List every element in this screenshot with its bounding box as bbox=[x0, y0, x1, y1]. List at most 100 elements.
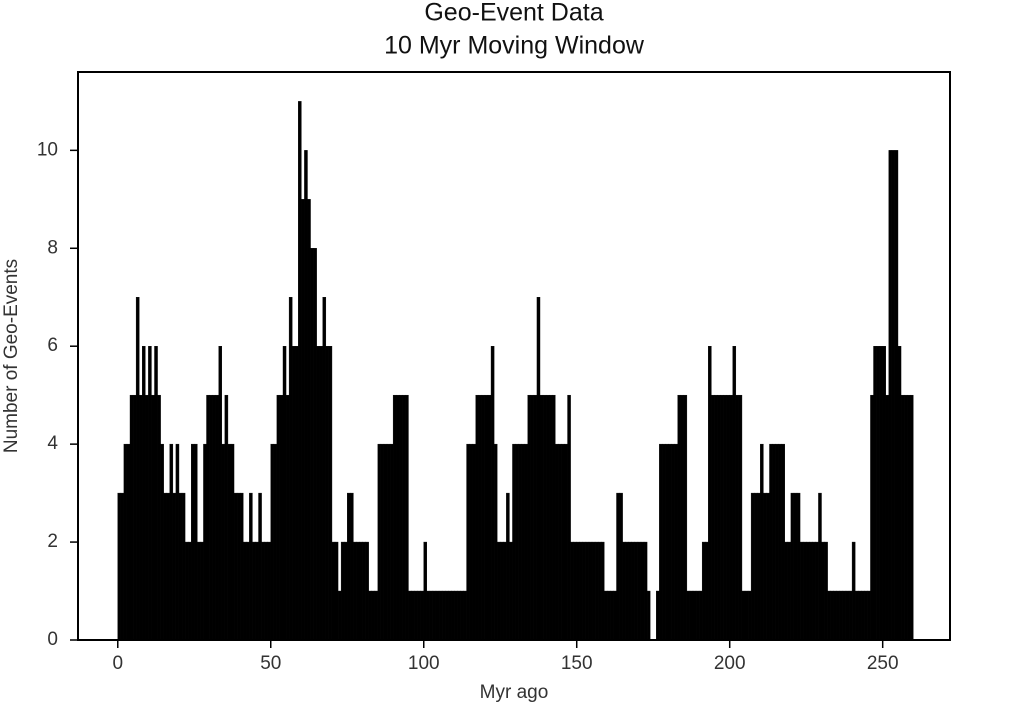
bar bbox=[842, 590, 847, 641]
bar bbox=[640, 541, 645, 641]
bar bbox=[230, 443, 235, 641]
bar bbox=[145, 394, 149, 641]
chart-title: Geo-Event Data bbox=[424, 0, 603, 27]
bar bbox=[368, 590, 372, 641]
bar bbox=[340, 541, 345, 641]
bar bbox=[827, 590, 831, 641]
bar bbox=[420, 590, 424, 641]
bar bbox=[301, 199, 305, 641]
bar bbox=[821, 541, 825, 641]
bar bbox=[500, 541, 504, 641]
bar bbox=[545, 394, 550, 641]
bar bbox=[573, 541, 577, 641]
bar bbox=[695, 590, 700, 641]
bar bbox=[717, 394, 721, 641]
bar bbox=[337, 590, 342, 641]
bar bbox=[197, 541, 201, 641]
bar bbox=[778, 443, 782, 641]
bar bbox=[588, 541, 593, 641]
bar bbox=[172, 492, 177, 641]
bar bbox=[215, 394, 219, 641]
bar bbox=[591, 541, 596, 641]
bar bbox=[451, 590, 455, 641]
bar bbox=[689, 590, 694, 641]
bar bbox=[833, 590, 837, 641]
bar bbox=[282, 346, 287, 641]
bar bbox=[399, 394, 403, 641]
bar bbox=[851, 541, 856, 641]
bar bbox=[542, 394, 547, 641]
bar bbox=[723, 394, 727, 641]
bar bbox=[343, 541, 348, 641]
bar bbox=[362, 541, 366, 641]
bar bbox=[478, 394, 483, 641]
bar bbox=[298, 101, 302, 641]
bar bbox=[720, 394, 724, 641]
bar bbox=[243, 541, 247, 641]
bar bbox=[799, 541, 804, 641]
bar bbox=[331, 541, 336, 641]
y-tick-label: 10 bbox=[37, 139, 58, 160]
bar bbox=[625, 541, 629, 641]
bar bbox=[334, 541, 339, 641]
bar bbox=[484, 394, 489, 641]
bar bbox=[552, 394, 556, 641]
bar bbox=[389, 443, 394, 641]
bar bbox=[763, 492, 767, 641]
bar bbox=[753, 492, 758, 641]
bar bbox=[714, 394, 718, 641]
bar bbox=[224, 394, 229, 641]
bar bbox=[313, 248, 317, 641]
plot-frame bbox=[77, 71, 951, 641]
bar bbox=[236, 492, 241, 641]
bar bbox=[258, 492, 262, 641]
bar bbox=[200, 541, 204, 641]
bar bbox=[295, 346, 299, 641]
bar bbox=[267, 541, 271, 641]
bar bbox=[750, 492, 755, 641]
bar bbox=[698, 590, 703, 641]
bar bbox=[487, 394, 492, 641]
bar bbox=[285, 394, 290, 641]
bar bbox=[711, 394, 715, 641]
bar bbox=[166, 492, 170, 641]
bar bbox=[288, 297, 293, 641]
bar bbox=[659, 443, 663, 641]
bar bbox=[194, 443, 198, 641]
bar bbox=[815, 541, 819, 641]
bar bbox=[805, 541, 810, 641]
bar bbox=[264, 541, 268, 641]
bar bbox=[879, 346, 883, 641]
bar bbox=[848, 590, 853, 641]
bar bbox=[741, 590, 746, 641]
bar bbox=[239, 492, 244, 641]
bar bbox=[273, 443, 278, 641]
bar bbox=[674, 443, 678, 641]
bar bbox=[374, 590, 379, 641]
bar bbox=[432, 590, 437, 641]
bar bbox=[509, 541, 513, 641]
bar bbox=[426, 590, 431, 641]
bar bbox=[493, 443, 498, 641]
bar bbox=[181, 492, 186, 641]
bar bbox=[818, 492, 822, 641]
bar bbox=[760, 443, 764, 641]
bar bbox=[613, 590, 617, 641]
bar bbox=[356, 541, 360, 641]
bar bbox=[212, 394, 216, 641]
bar bbox=[386, 443, 391, 641]
bar bbox=[126, 443, 131, 641]
x-tick-label: 150 bbox=[561, 653, 593, 674]
bar bbox=[897, 346, 902, 641]
bar bbox=[138, 394, 143, 641]
bar bbox=[885, 394, 890, 641]
bar bbox=[496, 541, 501, 641]
bar bbox=[120, 492, 125, 641]
bar bbox=[490, 346, 495, 641]
bar bbox=[790, 492, 795, 641]
bar bbox=[191, 443, 195, 641]
bar bbox=[402, 394, 406, 641]
bar bbox=[555, 443, 559, 641]
bar bbox=[154, 346, 158, 641]
bar bbox=[123, 443, 128, 641]
